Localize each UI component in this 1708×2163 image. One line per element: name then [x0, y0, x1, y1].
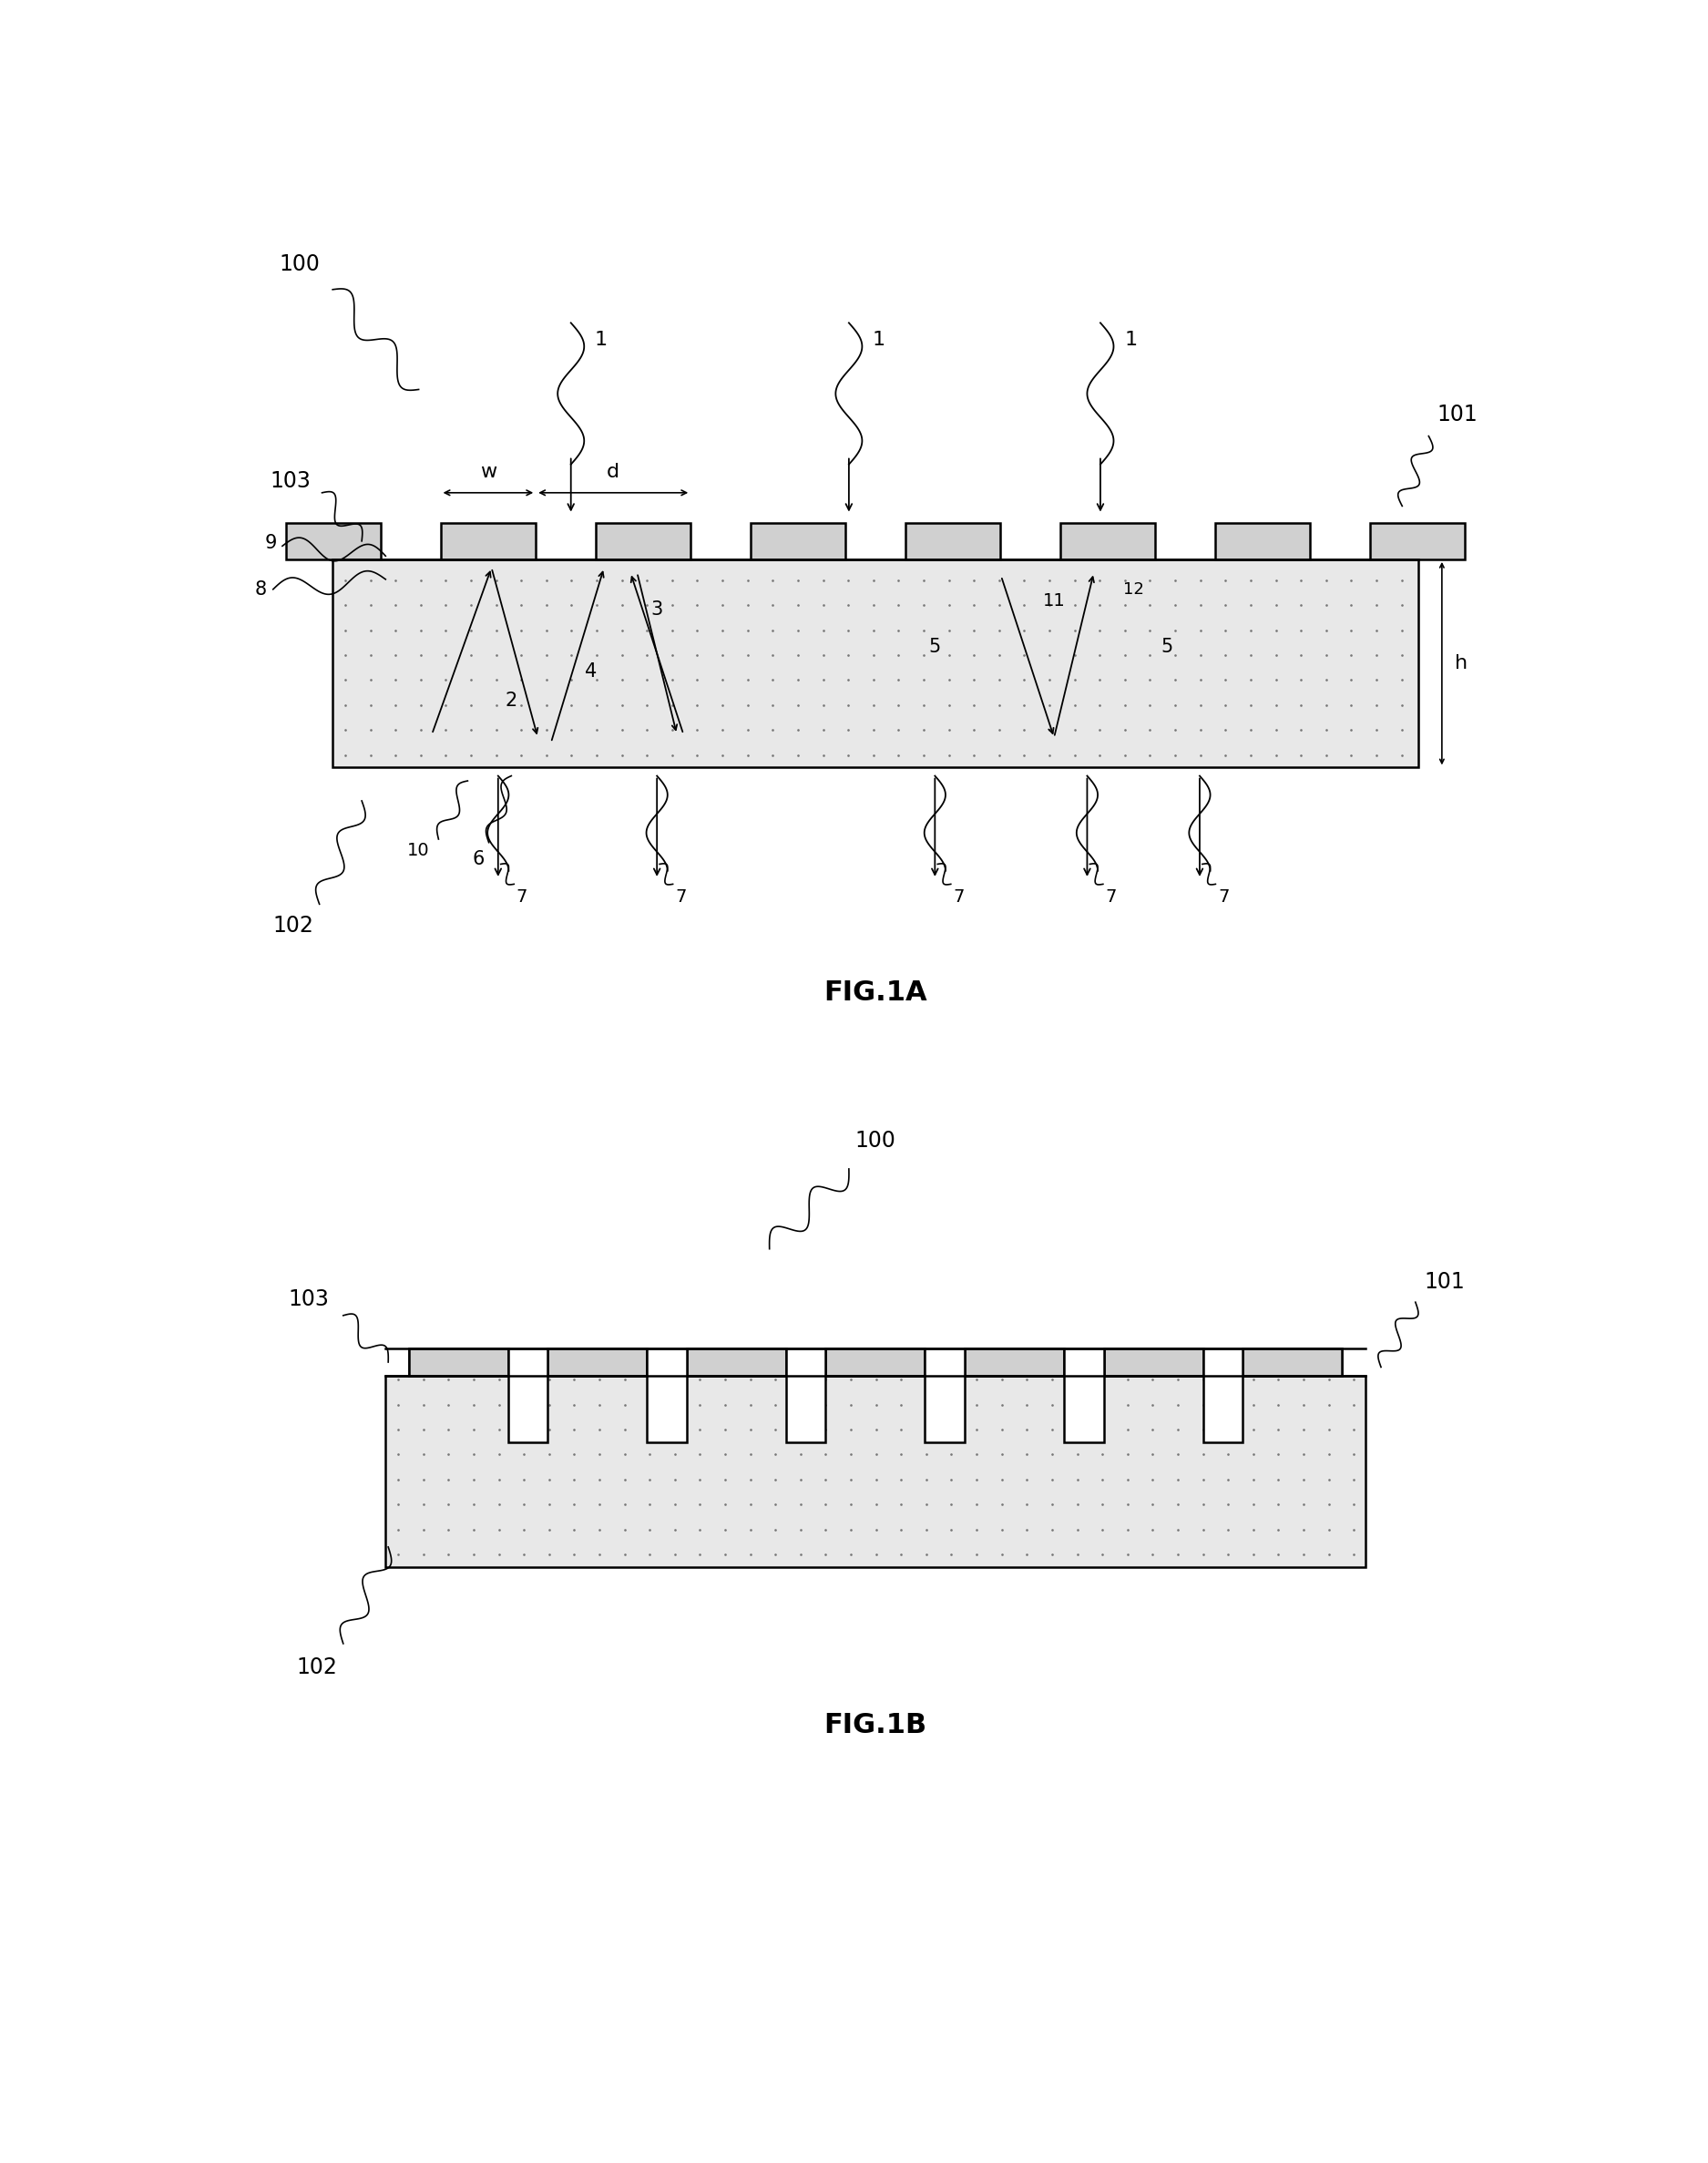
Text: 12: 12 — [1124, 582, 1144, 597]
Text: 4: 4 — [584, 662, 596, 681]
Bar — [1064, 1350, 1103, 1443]
Bar — [548, 1350, 647, 1376]
Text: 9: 9 — [265, 534, 277, 552]
Text: 103: 103 — [270, 469, 311, 491]
Bar — [408, 1350, 507, 1376]
Text: t: t — [1455, 532, 1464, 549]
Text: 5: 5 — [1160, 638, 1173, 655]
Bar — [825, 1350, 926, 1376]
Text: 1: 1 — [594, 331, 608, 348]
Bar — [647, 1350, 687, 1443]
Bar — [687, 1350, 786, 1376]
Bar — [408, 1350, 507, 1376]
Bar — [905, 523, 1001, 560]
Text: 2: 2 — [506, 692, 518, 709]
Text: 3: 3 — [651, 599, 663, 619]
Bar — [825, 1350, 926, 1376]
Bar — [1243, 1350, 1342, 1376]
Text: 102: 102 — [273, 915, 313, 937]
Bar — [1103, 1350, 1202, 1376]
Bar — [1061, 523, 1155, 560]
Bar — [285, 523, 381, 560]
Text: 1: 1 — [873, 331, 885, 348]
Text: h: h — [1455, 655, 1467, 673]
Text: d: d — [606, 463, 620, 480]
Bar — [548, 1350, 647, 1376]
Bar — [687, 1350, 786, 1376]
Bar — [926, 1350, 965, 1443]
Bar — [507, 1350, 548, 1443]
Text: 7: 7 — [1218, 889, 1230, 906]
Bar — [965, 1350, 1064, 1376]
Text: 8: 8 — [254, 580, 266, 599]
Bar — [596, 523, 690, 560]
Text: FIG.1B: FIG.1B — [823, 1711, 927, 1739]
Bar — [333, 560, 1418, 768]
Text: 6: 6 — [471, 850, 485, 867]
Bar — [441, 523, 536, 560]
Text: 7: 7 — [953, 889, 965, 906]
Text: 101: 101 — [1438, 404, 1477, 426]
Text: 103: 103 — [289, 1287, 330, 1311]
Bar — [386, 1376, 1365, 1566]
Bar — [1202, 1350, 1243, 1443]
Bar — [965, 1350, 1064, 1376]
Text: 5: 5 — [929, 638, 941, 655]
Text: FIG.1A: FIG.1A — [823, 980, 927, 1006]
Bar — [750, 523, 845, 560]
Text: 102: 102 — [295, 1657, 336, 1678]
Text: 100: 100 — [278, 253, 319, 275]
Text: 7: 7 — [516, 889, 528, 906]
Bar — [1370, 523, 1465, 560]
Text: w: w — [480, 463, 497, 480]
Text: 100: 100 — [856, 1129, 895, 1151]
Bar — [1103, 1350, 1202, 1376]
Text: 10: 10 — [408, 841, 430, 859]
Text: 7: 7 — [675, 889, 687, 906]
Bar — [1243, 1350, 1342, 1376]
Text: 1: 1 — [1124, 331, 1138, 348]
Text: 11: 11 — [1044, 593, 1066, 610]
Text: 101: 101 — [1424, 1272, 1465, 1293]
Text: 7: 7 — [1105, 889, 1117, 906]
Bar — [786, 1350, 825, 1443]
Bar — [1214, 523, 1310, 560]
